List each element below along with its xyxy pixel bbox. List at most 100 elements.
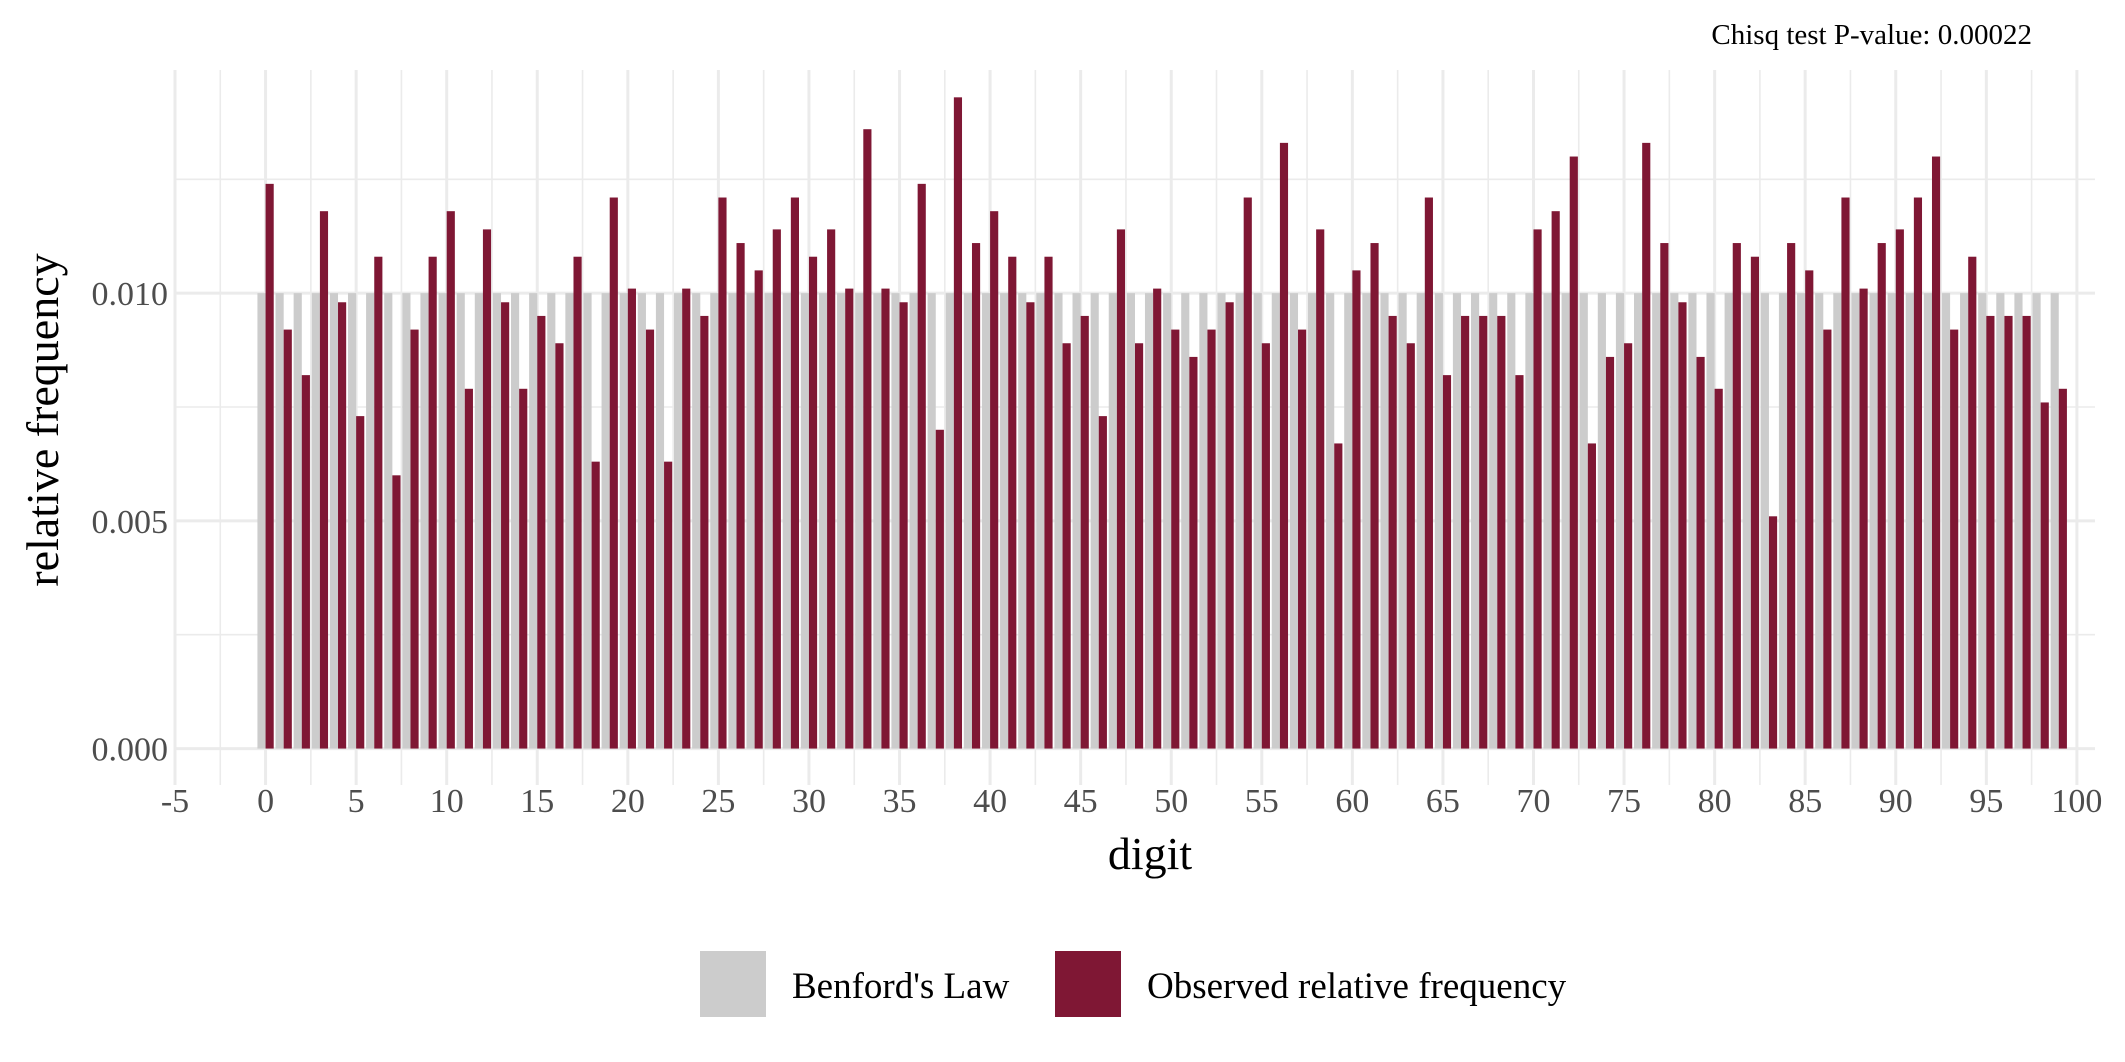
y-tick-label: 0.000 [92, 732, 169, 769]
bar-observed [482, 229, 492, 749]
bar-observed [1225, 302, 1234, 749]
bar-benford [619, 293, 628, 749]
bar-benford [1561, 293, 1570, 749]
legend-key-observed [1055, 951, 1121, 1017]
y-tick-label: 0.005 [92, 504, 169, 541]
x-tick-label: 35 [883, 783, 917, 820]
bar-benford [963, 293, 972, 749]
bar-observed [464, 388, 473, 749]
bar-observed [736, 243, 745, 749]
bar-benford [1579, 293, 1588, 749]
x-tick-label: 60 [1335, 783, 1369, 820]
bar-benford [1090, 293, 1099, 749]
bar-observed [935, 429, 944, 749]
bar-observed [338, 302, 347, 749]
bar-benford [637, 293, 646, 749]
bar-benford [456, 293, 465, 749]
bar-observed [1515, 375, 1524, 749]
chisq-annotation: Chisq test P-value: 0.00022 [1711, 19, 2032, 51]
bar-observed [555, 343, 564, 749]
bar-benford [329, 293, 339, 749]
x-tick-label: 95 [1969, 783, 2003, 820]
bars [257, 97, 2067, 749]
bar-benford [1126, 293, 1135, 749]
bar-benford [1778, 293, 1788, 749]
x-tick-label: 25 [701, 783, 735, 820]
bar-observed [1189, 356, 1198, 749]
bar-observed [1605, 356, 1615, 749]
y-axis-tick-labels: 0.000 0.005 0.010 [92, 276, 169, 768]
bar-benford [293, 293, 302, 749]
legend-label-observed: Observed relative frequency [1147, 966, 1567, 1007]
bar-benford [1688, 293, 1697, 749]
bar-observed [990, 211, 999, 749]
bar-benford [438, 293, 447, 749]
bar-benford [1742, 293, 1751, 749]
bar-benford [1072, 293, 1081, 749]
bar-benford [601, 293, 610, 749]
bar-benford [1217, 293, 1226, 749]
bar-observed [446, 211, 455, 749]
bar-benford [909, 293, 918, 749]
bar-benford [655, 293, 665, 749]
bar-benford [1905, 293, 1914, 749]
bar-observed [1732, 243, 1741, 749]
bar-benford [1163, 293, 1172, 749]
bar-benford [1996, 293, 2005, 749]
bar-observed [1805, 270, 1814, 749]
bar-benford [1634, 293, 1643, 749]
bar-benford [1471, 293, 1480, 749]
bar-benford [474, 293, 483, 749]
bar-observed [410, 329, 419, 749]
bar-observed [1895, 229, 1904, 749]
bar-observed [1877, 243, 1886, 749]
x-tick-label: 15 [520, 783, 554, 820]
bar-benford [1398, 293, 1407, 749]
bar-observed [1388, 315, 1397, 749]
y-tick-label: 0.010 [92, 276, 169, 313]
bar-observed [1171, 329, 1180, 749]
bar-observed [1261, 343, 1270, 749]
bar-observed [790, 197, 799, 749]
bar-benford [1760, 293, 1769, 749]
bar-observed [1406, 343, 1415, 749]
x-tick-label: 40 [973, 783, 1007, 820]
bar-benford [1833, 293, 1842, 749]
bar-observed [1497, 315, 1506, 749]
bar-benford [1724, 293, 1733, 749]
bar-benford [1000, 293, 1009, 749]
bar-benford [1960, 293, 1969, 749]
bar-benford [311, 293, 320, 749]
bar-observed [971, 243, 981, 749]
bar-benford [1199, 293, 1208, 749]
bar-benford [366, 293, 375, 749]
x-tick-label: 65 [1426, 783, 1460, 820]
bar-observed [1660, 243, 1669, 749]
bar-observed [664, 461, 673, 749]
x-tick-label: 90 [1879, 783, 1913, 820]
bar-observed [2040, 402, 2049, 749]
bar-observed [1587, 443, 1596, 749]
bar-observed [845, 288, 854, 749]
bar-benford [1869, 293, 1878, 749]
bar-benford [1434, 293, 1443, 749]
bar-benford [728, 293, 737, 749]
bar-observed [899, 302, 908, 749]
bar-benford [2050, 293, 2059, 749]
bar-observed [2022, 315, 2031, 749]
bar-benford [1941, 293, 1951, 749]
bar-observed [1026, 302, 1035, 749]
x-tick-label: 85 [1788, 783, 1822, 820]
bar-benford [1380, 293, 1389, 749]
x-tick-label: 10 [430, 783, 464, 820]
x-tick-label: 55 [1245, 783, 1279, 820]
bar-observed [591, 461, 600, 749]
bar-observed [754, 270, 763, 749]
bar-benford [674, 293, 683, 749]
bar-benford [1851, 293, 1860, 749]
bar-observed [265, 183, 274, 749]
bar-benford [402, 293, 411, 749]
x-tick-label: 70 [1516, 783, 1550, 820]
x-tick-label: 80 [1698, 783, 1732, 820]
bar-observed [718, 197, 727, 749]
